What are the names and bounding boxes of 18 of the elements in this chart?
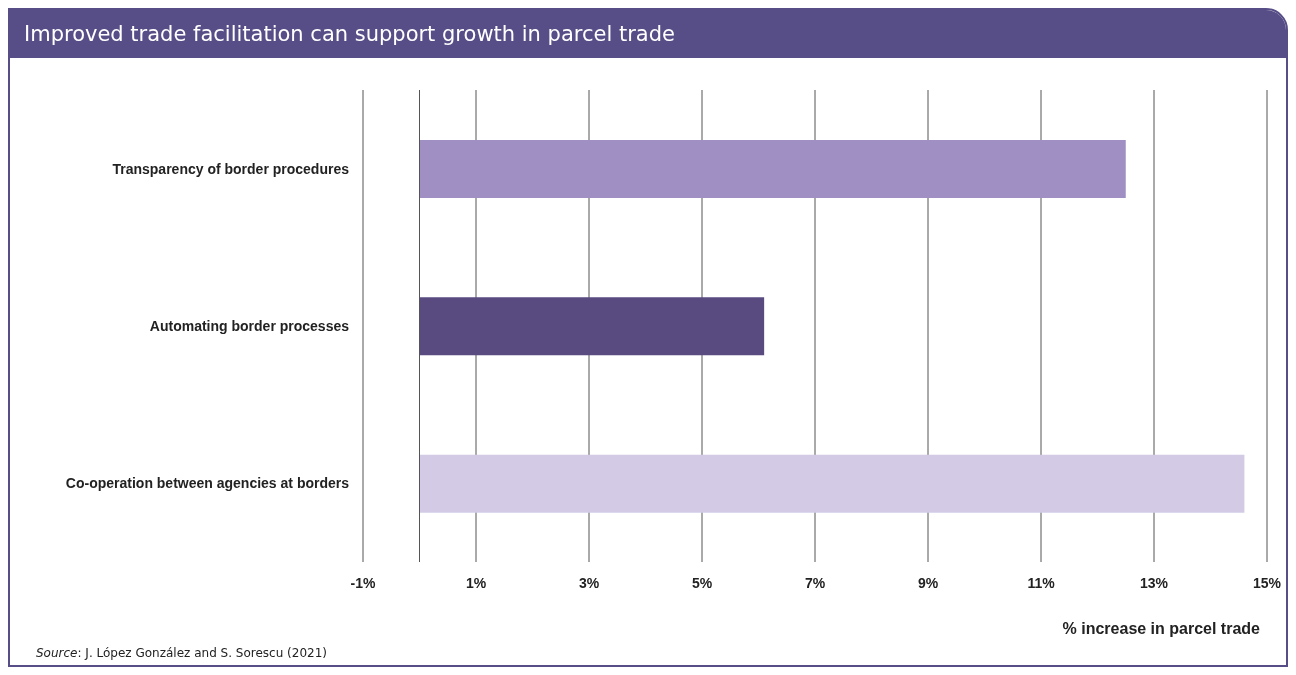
x-tick-label: 15%	[1252, 574, 1282, 591]
y-tick-label: Co-operation between agencies at borders	[65, 475, 350, 492]
x-tick-label: 5%	[691, 574, 713, 591]
bar	[419, 297, 765, 356]
x-tick-label: 9%	[917, 574, 939, 591]
y-tick-label: Transparency of border procedures	[112, 160, 350, 177]
bar	[419, 454, 1245, 513]
x-tick-label: -1%	[350, 574, 376, 591]
x-tick-label: 7%	[804, 574, 826, 591]
x-tick-label: 1%	[465, 574, 487, 591]
x-tick-label: 11%	[1027, 574, 1056, 591]
chart-title: Improved trade facilitation can support growth in parcel trade	[10, 10, 1286, 58]
x-tick-label: 13%	[1139, 574, 1169, 591]
source-note: Source: J. López González and S. Sorescu (2021)	[36, 646, 327, 660]
y-tick-label: Automating border processes	[149, 317, 350, 334]
bar	[419, 140, 1126, 198]
x-tick-label: 3%	[578, 574, 600, 591]
x-axis-title: % increase in parcel trade	[1062, 620, 1260, 638]
